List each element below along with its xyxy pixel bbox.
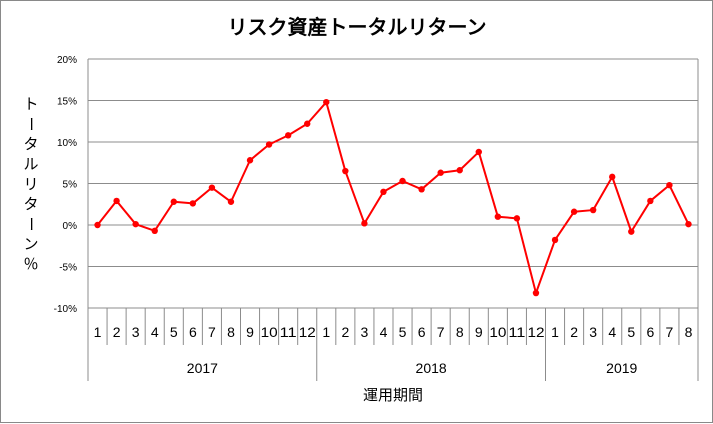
data-point (589, 206, 597, 214)
data-point (399, 177, 406, 185)
data-point (227, 198, 235, 205)
x-tick-label: 10 (489, 324, 506, 340)
y-tick-label: 5% (63, 180, 78, 191)
x-tick-label: 1 (322, 324, 330, 340)
series-line (96, 101, 690, 295)
data-point (647, 197, 654, 205)
chart-title: リスク資産トータルリターン (228, 15, 487, 39)
data-point (170, 198, 177, 205)
x-tick-label: 7 (208, 324, 216, 340)
x-tick-label: 2 (570, 324, 578, 340)
x-tick-label: 4 (380, 324, 388, 340)
y-tick-labels: -10% -5% 0% 5% 10% 15% 20% (54, 55, 77, 315)
x-tick-label: 1 (551, 324, 559, 340)
y-axis-label-char: ル (23, 155, 38, 173)
data-point (132, 220, 139, 228)
x-tick-label: 9 (246, 324, 254, 340)
y-axis-label-char: タ (23, 195, 38, 213)
x-tick-label: 11 (508, 324, 525, 340)
data-point (323, 98, 330, 106)
year-label: 2019 (606, 360, 637, 376)
x-tick-label: 4 (151, 324, 159, 340)
x-tick-label: 3 (132, 324, 140, 340)
x-tick-label: 8 (685, 324, 693, 340)
x-tick-label: 7 (666, 324, 674, 340)
x-axis-label: 運用期間 (363, 386, 423, 404)
x-tick-label: 6 (189, 324, 197, 340)
data-point (94, 221, 101, 229)
x-tick-label: 5 (170, 324, 178, 340)
x-tick-label: 3 (589, 324, 597, 340)
data-point (265, 141, 273, 148)
data-point (342, 167, 349, 175)
y-axis-label-char: ト (23, 95, 38, 113)
year-label: 2017 (187, 360, 218, 376)
data-point (113, 197, 120, 205)
x-tick-label: 4 (608, 324, 616, 340)
x-tick-label: 12 (527, 324, 544, 340)
y-axis-label-char: ％ (23, 255, 38, 273)
y-tick-label: -10% (54, 304, 77, 315)
y-axis-label-char: リ (23, 175, 38, 193)
x-tick-label: 2 (341, 324, 349, 340)
data-point (532, 289, 540, 297)
data-point (246, 157, 254, 164)
data-point (380, 188, 387, 195)
y-tick-label: -5% (59, 263, 77, 274)
data-point (456, 167, 463, 174)
y-tick-label: 0% (63, 221, 78, 232)
data-point (151, 227, 158, 235)
y-tick-label: 10% (57, 138, 77, 149)
y-tick-label: 15% (57, 97, 77, 108)
y-axis-label-char: タ (23, 135, 38, 153)
data-point (685, 220, 692, 228)
data-point (494, 213, 502, 220)
x-tick-label: 7 (437, 324, 445, 340)
data-point (666, 181, 673, 189)
y-tick-label: 20% (57, 55, 77, 66)
data-point (570, 208, 578, 215)
x-tick-label: 12 (299, 324, 316, 340)
data-point (475, 148, 482, 156)
data-point (304, 120, 311, 127)
data-point (437, 169, 444, 176)
x-tick-label: 10 (261, 324, 278, 340)
data-point (551, 236, 559, 244)
x-tick-label: 8 (456, 324, 464, 340)
y-axis-label: トータルリターン％ (22, 95, 40, 273)
x-tick-label: 5 (399, 324, 407, 340)
data-point (628, 228, 635, 235)
x-tick-label: 2 (113, 324, 121, 340)
x-tick-label: 11 (280, 324, 297, 340)
x-axis: 1 2 3 4 5 6 7 8 9 10 11 12 1 2 3 4 5 6 7 8 9 10 11 12 1 2 3 4 5 6 7 820… (87, 308, 699, 381)
data-point (284, 132, 292, 139)
x-tick-label: 8 (227, 324, 235, 340)
data-point (361, 220, 368, 227)
data-point (208, 184, 216, 191)
data-point (513, 215, 521, 222)
x-tick-label: 6 (418, 324, 426, 340)
x-tick-label: 5 (627, 324, 635, 340)
gridlines (87, 58, 699, 309)
series (94, 98, 692, 297)
x-tick-label: 9 (475, 324, 483, 340)
x-tick-label: 6 (646, 324, 654, 340)
y-axis-label-char: ー (22, 116, 40, 131)
x-tick-label: 1 (94, 324, 102, 340)
y-axis-label-char: ー (22, 216, 40, 231)
y-axis-label-char: ン (23, 235, 38, 253)
data-point (609, 173, 616, 181)
x-tick-label: 3 (361, 324, 369, 340)
year-label: 2018 (416, 360, 447, 376)
data-point (189, 200, 197, 207)
data-point (418, 186, 425, 193)
